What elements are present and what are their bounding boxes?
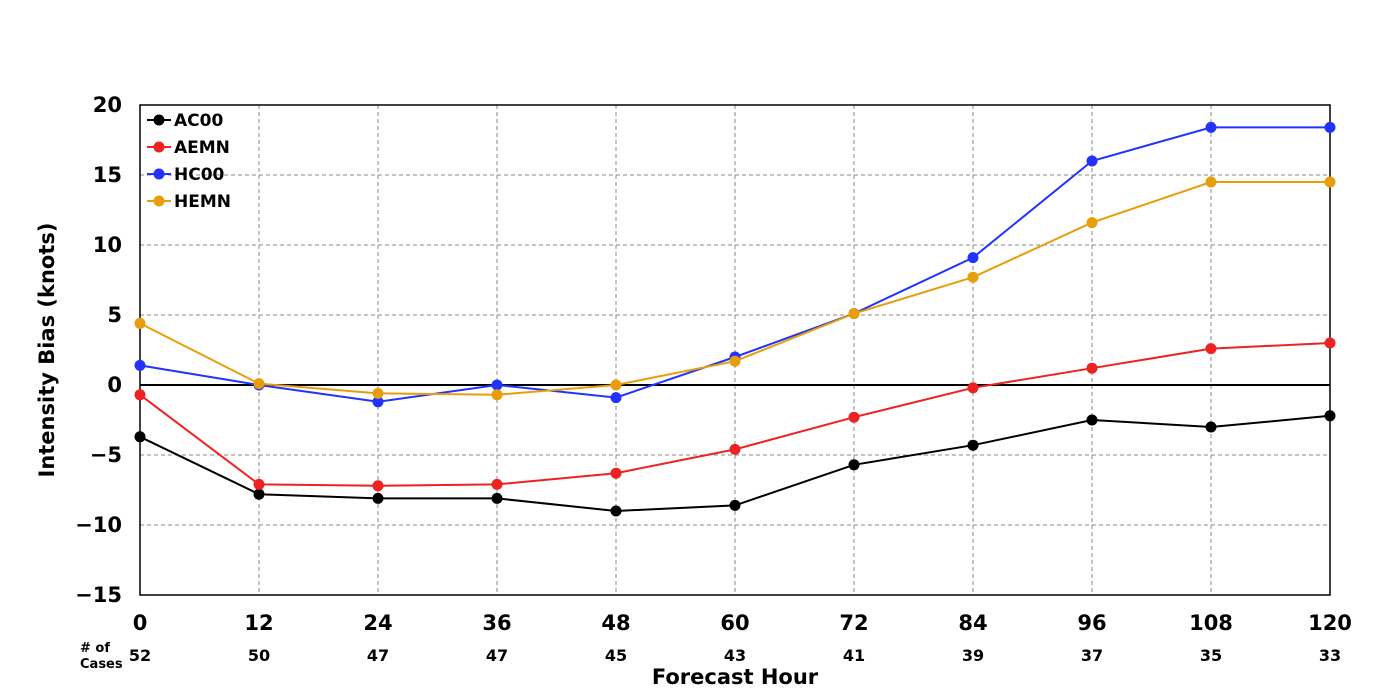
- cases-header-line-1: # of: [80, 641, 110, 656]
- data-point-hc00-84: [967, 252, 979, 264]
- cases-value: 41: [843, 646, 865, 665]
- legend-item-aemn: AEMN: [147, 138, 230, 158]
- data-point-hemn-84: [967, 271, 979, 283]
- data-point-ac00-120: [1324, 410, 1336, 422]
- data-point-hc00-36: [491, 379, 503, 391]
- plot-frame: [139, 104, 1331, 596]
- legend-item-ac00: AC00: [147, 111, 223, 131]
- x-tick-label: 48: [601, 611, 630, 635]
- legend-item-hemn: HEMN: [147, 192, 231, 212]
- data-point-aemn-72: [848, 411, 860, 423]
- x-tick-labels: 0 12 24 36 48 60 72 84 96 108 120: [133, 611, 1352, 635]
- legend-item-hc00: HC00: [147, 165, 225, 185]
- cases-value: 39: [962, 646, 984, 665]
- data-point-hemn-12: [253, 378, 265, 390]
- x-tick-label: 84: [958, 611, 987, 635]
- cases-value: 52: [129, 646, 151, 665]
- cases-row: # of Cases 52 50 47 47 45 43 41 39 37 35 33: [80, 641, 1341, 672]
- data-point-hemn-72: [848, 308, 860, 320]
- data-point-hemn-48: [610, 379, 622, 391]
- data-point-aemn-96: [1086, 362, 1098, 374]
- data-point-aemn-24: [372, 480, 384, 492]
- legend-label-aemn: AEMN: [174, 138, 230, 158]
- legend-label-hc00: HC00: [174, 165, 225, 185]
- data-point-aemn-108: [1205, 343, 1217, 355]
- y-axis-label: Intensity Bias (knots): [35, 223, 59, 478]
- y-tick-label: 20: [93, 93, 122, 117]
- x-tick-label: 12: [244, 611, 273, 635]
- y-tick-label: 15: [93, 163, 122, 187]
- x-axis-label: Forecast Hour: [652, 665, 819, 689]
- cases-value: 35: [1200, 646, 1222, 665]
- data-point-hc00-96: [1086, 155, 1098, 167]
- data-point-hemn-36: [491, 389, 503, 401]
- data-point-hemn-96: [1086, 217, 1098, 229]
- x-tick-label: 60: [720, 611, 749, 635]
- data-point-ac00-96: [1086, 414, 1098, 426]
- y-tick-label: 10: [93, 233, 122, 257]
- data-point-ac00-0: [134, 431, 146, 443]
- data-point-ac00-84: [967, 439, 979, 451]
- data-point-hemn-120: [1324, 176, 1336, 188]
- cases-value: 37: [1081, 646, 1103, 665]
- data-point-hc00-0: [134, 359, 146, 371]
- y-tick-label: −10: [75, 513, 122, 537]
- legend-marker-hemn: [153, 195, 165, 207]
- data-point-aemn-12: [253, 478, 265, 490]
- x-tick-label: 24: [363, 611, 392, 635]
- data-point-aemn-60: [729, 443, 741, 455]
- data-point-ac00-72: [848, 459, 860, 471]
- x-tick-label: 120: [1308, 611, 1352, 635]
- legend-marker-ac00: [153, 114, 165, 126]
- cases-value: 47: [367, 646, 389, 665]
- y-tick-label: −15: [75, 583, 122, 607]
- legend-marker-hc00: [153, 168, 165, 180]
- series-ac00: [134, 410, 1336, 517]
- x-tick-label: 96: [1077, 611, 1106, 635]
- data-point-aemn-48: [610, 467, 622, 479]
- data-point-hemn-108: [1205, 176, 1217, 188]
- x-tick-label: 72: [839, 611, 868, 635]
- cases-value: 43: [724, 646, 746, 665]
- series-hemn: [134, 176, 1336, 401]
- data-point-aemn-84: [967, 382, 979, 394]
- series-group: [134, 121, 1336, 517]
- data-point-ac00-108: [1205, 421, 1217, 433]
- legend-label-hemn: HEMN: [174, 192, 231, 212]
- cases-header-line-2: Cases: [80, 657, 123, 672]
- cases-value: 47: [486, 646, 508, 665]
- y-tick-label: 0: [107, 373, 122, 397]
- legend-label-ac00: AC00: [174, 111, 223, 131]
- legend-marker-aemn: [153, 141, 165, 153]
- data-point-aemn-120: [1324, 337, 1336, 349]
- data-point-hc00-120: [1324, 121, 1336, 133]
- data-point-hemn-60: [729, 355, 741, 367]
- y-tick-labels: 20 15 10 5 0 −5 −10 −15: [75, 93, 122, 607]
- cases-value: 45: [605, 646, 627, 665]
- data-point-ac00-48: [610, 505, 622, 517]
- grid: [140, 105, 1330, 595]
- data-point-hemn-0: [134, 317, 146, 329]
- y-tick-label: 5: [107, 303, 122, 327]
- data-point-hc00-48: [610, 392, 622, 404]
- legend: AC00 AEMN HC00 HEMN: [147, 111, 231, 212]
- data-point-aemn-0: [134, 389, 146, 401]
- x-tick-label: 36: [482, 611, 511, 635]
- data-point-ac00-24: [372, 492, 384, 504]
- data-point-ac00-36: [491, 492, 503, 504]
- series-aemn: [134, 337, 1336, 492]
- data-point-aemn-36: [491, 478, 503, 490]
- data-point-ac00-60: [729, 499, 741, 511]
- x-tick-label: 108: [1189, 611, 1233, 635]
- data-point-hc00-108: [1205, 121, 1217, 133]
- data-point-hc00-24: [372, 396, 384, 408]
- data-point-hemn-24: [372, 387, 384, 399]
- data-point-ac00-12: [253, 488, 265, 500]
- cases-value: 50: [248, 646, 270, 665]
- y-tick-label: −5: [90, 443, 122, 467]
- x-tick-label: 0: [133, 611, 148, 635]
- cases-value: 33: [1319, 646, 1341, 665]
